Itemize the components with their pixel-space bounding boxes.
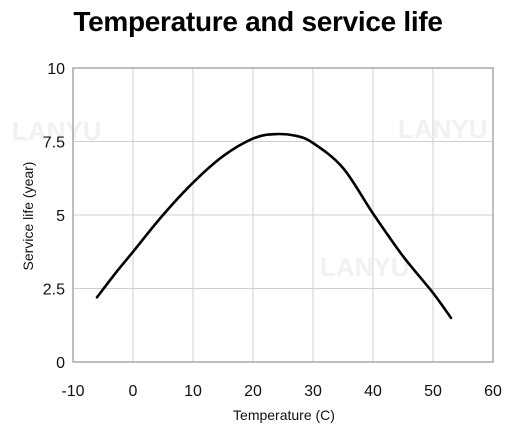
x-tick-label: 30 [304, 383, 322, 400]
watermark-text: LANYU [320, 252, 410, 282]
x-tick-label: -10 [61, 383, 84, 400]
x-axis-label: Temperature (C) [233, 407, 335, 423]
y-tick-label: 7.5 [43, 135, 65, 152]
y-axis-label: Service life (year) [20, 162, 36, 271]
plot-area-border [72, 67, 494, 363]
watermark-layer: LANYU LANYU LANYU [12, 114, 488, 282]
watermark-text: LANYU [398, 114, 488, 144]
grid-lines [73, 68, 493, 362]
x-axis-ticks: -10 0 10 20 30 40 50 60 [61, 383, 502, 400]
x-tick-label: 10 [184, 383, 202, 400]
y-tick-label: 10 [47, 61, 65, 78]
chart-title: Temperature and service life [73, 6, 443, 37]
series-line [95, 132, 453, 320]
y-tick-label: 0 [56, 355, 65, 372]
y-tick-label: 5 [56, 208, 65, 225]
y-tick-label: 2.5 [43, 282, 65, 299]
x-tick-label: 50 [424, 383, 442, 400]
series-layer [95, 132, 453, 320]
x-tick-label: 40 [364, 383, 382, 400]
x-tick-label: 20 [244, 383, 262, 400]
x-tick-label: 60 [484, 383, 502, 400]
x-tick-label: 0 [129, 383, 138, 400]
y-axis-ticks: 0 2.5 5 7.5 10 [43, 61, 65, 372]
